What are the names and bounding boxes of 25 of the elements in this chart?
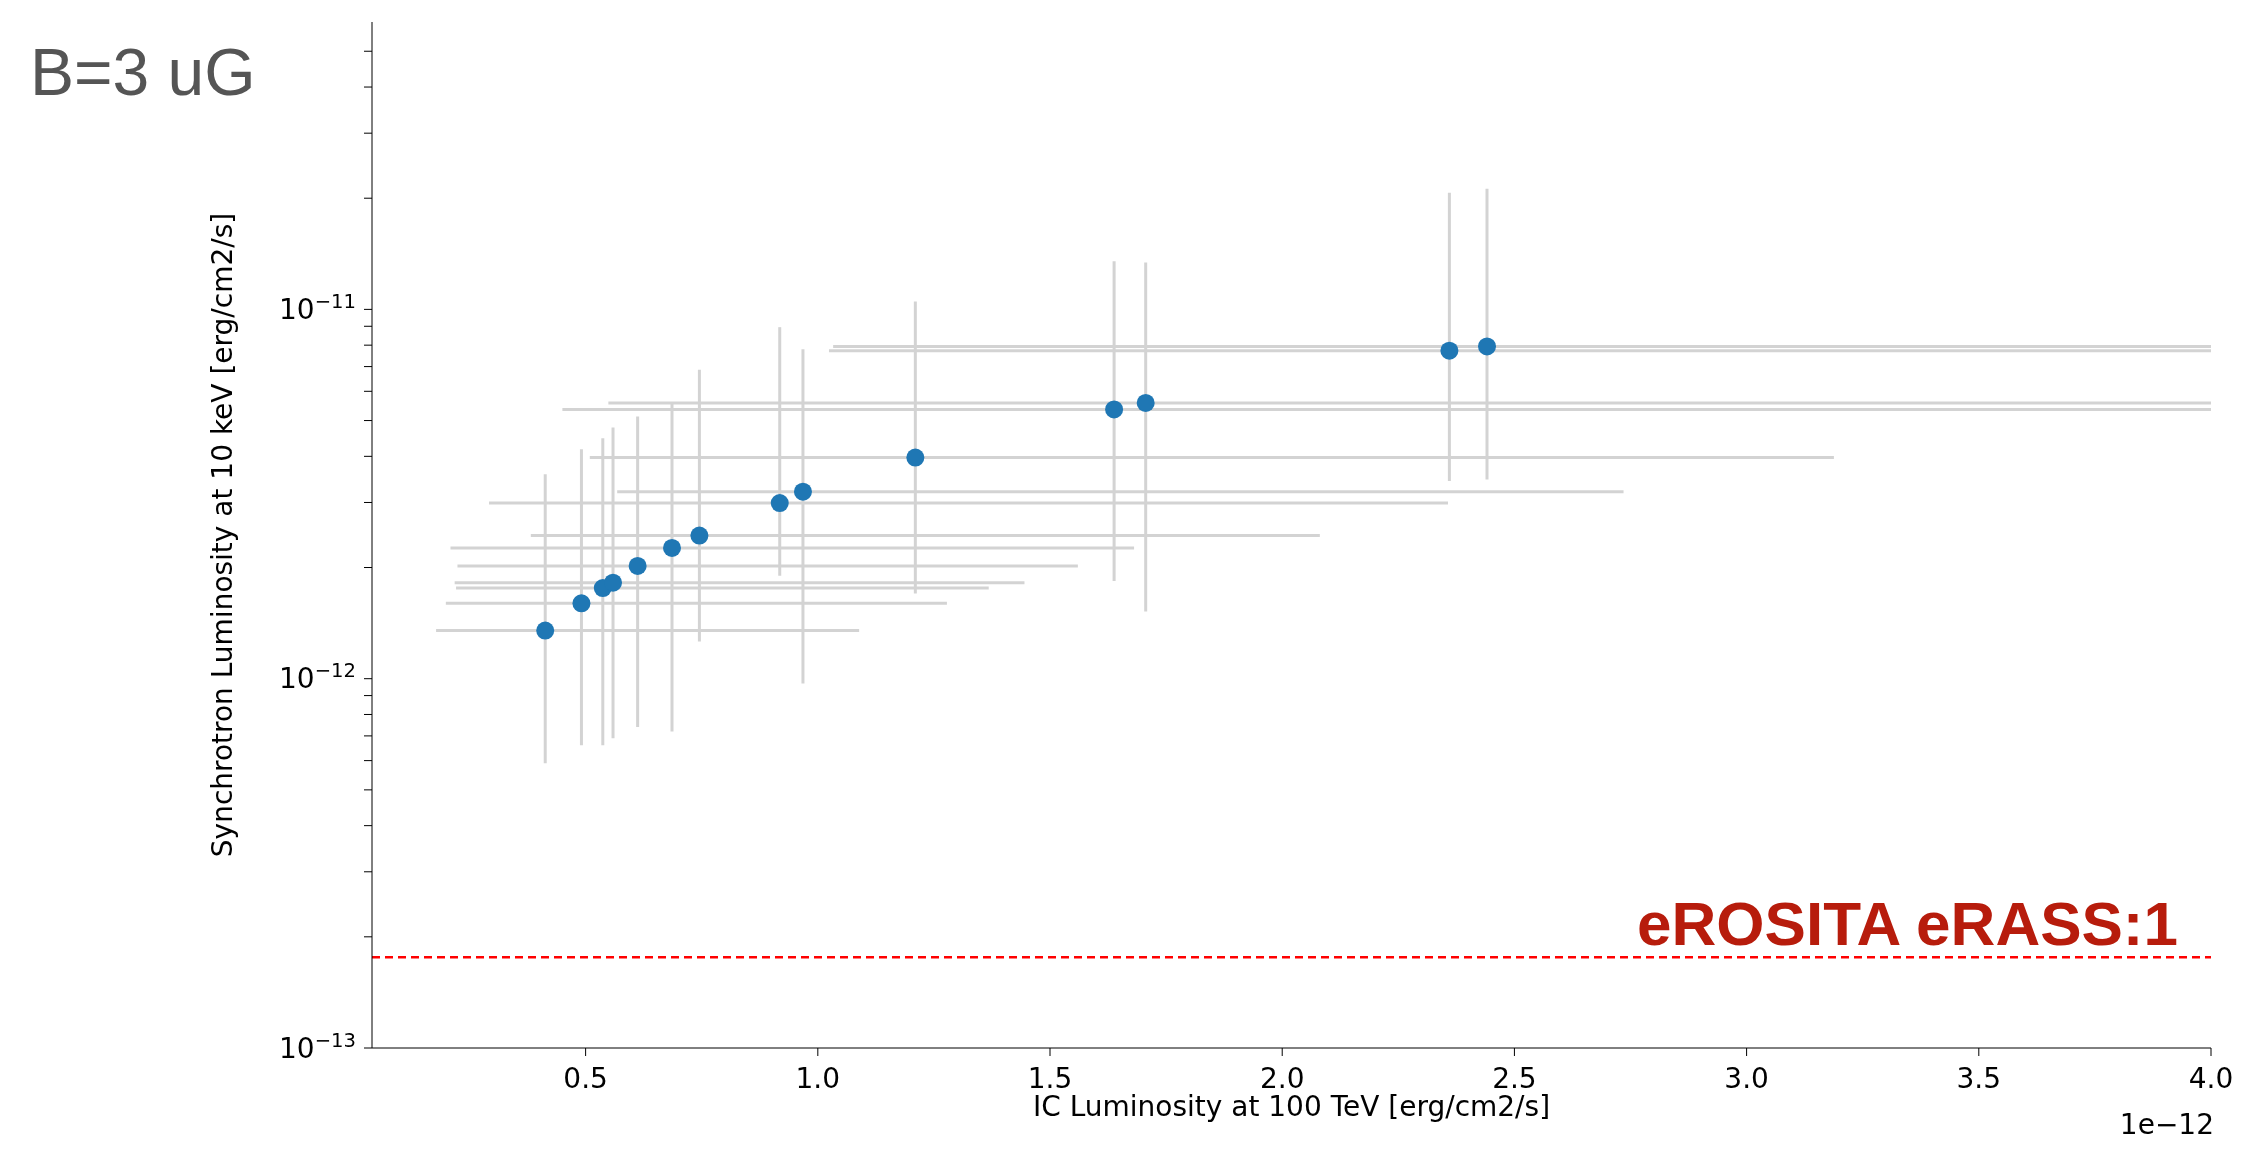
y-tick-label: 10$^{−13}$ [279, 1028, 356, 1065]
point [906, 448, 925, 467]
point [604, 573, 623, 592]
y-tick-label: 10$^{−12}$ [279, 658, 356, 696]
point [1136, 393, 1155, 412]
x-tick-label: 3.0 [1724, 1062, 1769, 1096]
point [793, 482, 812, 501]
point [536, 621, 555, 640]
text: 1e−12 [2119, 1108, 2214, 1141]
point [1105, 400, 1124, 419]
x-tick-label: 0.5 [563, 1062, 608, 1096]
point [572, 594, 591, 613]
y-axis-title: Synchrotron Luminosity at 10 keV [erg/cm2/s] [205, 212, 239, 858]
point [1440, 341, 1459, 360]
point [690, 526, 709, 545]
x-tick-label: 1.0 [795, 1062, 841, 1096]
point [1478, 337, 1497, 356]
x-tick-label: 4.0 [2188, 1062, 2234, 1096]
y-tick-label: 10$^{−11}$ [279, 289, 356, 327]
point [663, 538, 681, 557]
point [628, 556, 647, 575]
point [770, 494, 789, 513]
annotation: eROSITA eRASS:1 [1637, 888, 2178, 959]
chart-title: B=3 uG [30, 34, 256, 110]
x-tick-label: 3.5 [1956, 1062, 2002, 1096]
